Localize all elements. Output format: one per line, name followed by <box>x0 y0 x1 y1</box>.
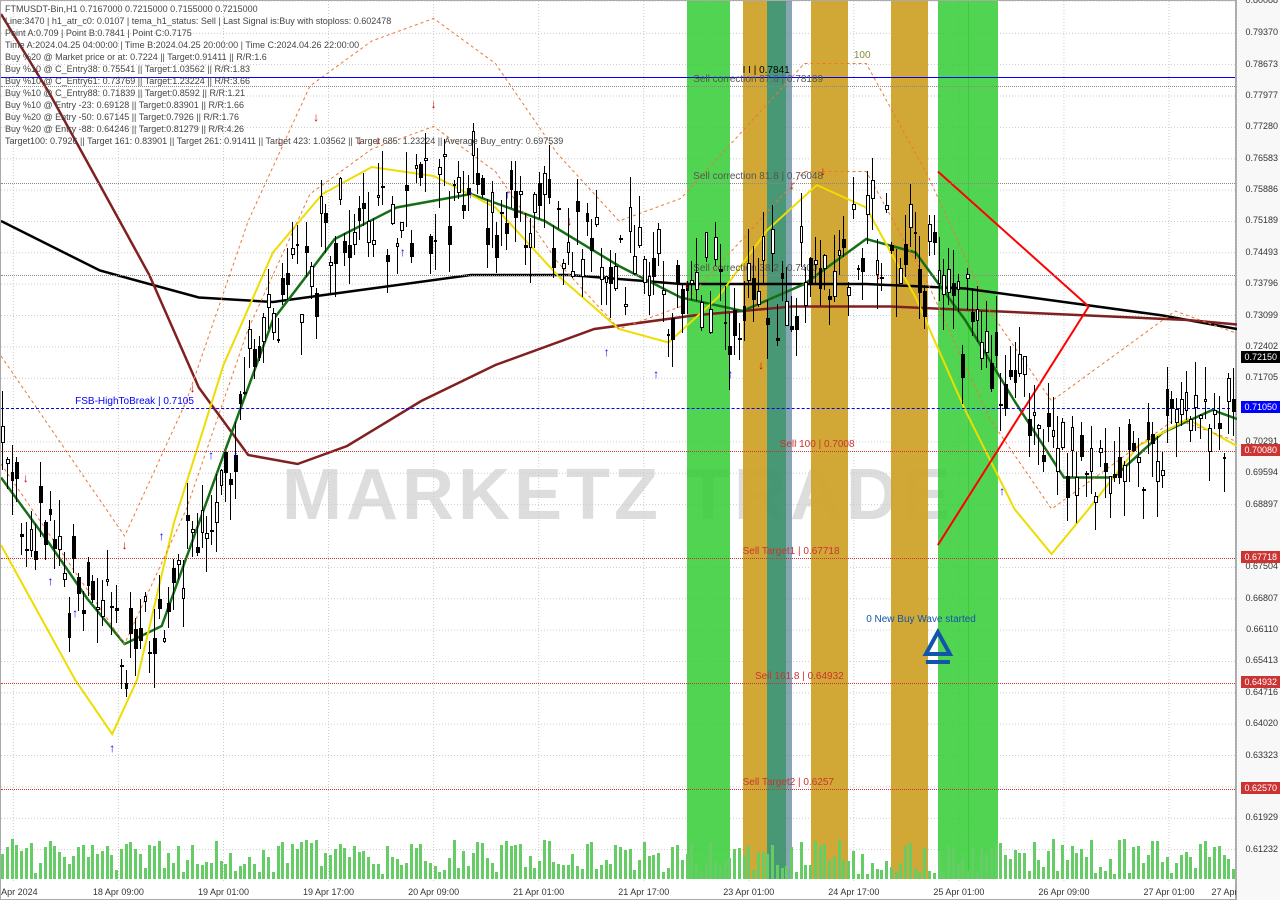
y-axis-tick: 0.64020 <box>1245 718 1278 728</box>
y-axis-tick: 0.79370 <box>1245 27 1278 37</box>
y-axis-tick: 0.66807 <box>1245 593 1278 603</box>
y-axis-tick: 0.75189 <box>1245 215 1278 225</box>
info-text-line: Line:3470 | h1_atr_c0: 0.0107 | tema_h1_… <box>5 15 563 27</box>
buy-arrow-icon: ↑ <box>233 448 239 462</box>
sell-arrow-icon: ↓ <box>820 164 826 178</box>
info-text-line: Target100: 0.7926 || Target 161: 0.83901… <box>5 135 563 147</box>
y-axis-tick: 0.66110 <box>1246 624 1278 634</box>
y-axis-tick: 0.78673 <box>1245 59 1278 69</box>
info-text-line: Point A:0.709 | Point B:0.7841 | Point C… <box>5 27 563 39</box>
buy-arrow-icon: ↑ <box>47 574 53 588</box>
sell-arrow-icon: ↓ <box>876 268 882 282</box>
buy-arrow-icon: ↑ <box>159 529 165 543</box>
y-axis-tick: 0.80088 <box>1245 0 1278 5</box>
y-axis-tick: 0.73796 <box>1245 278 1278 288</box>
y-axis-tick: 0.72402 <box>1245 341 1278 351</box>
buy-arrow-icon: ↑ <box>653 367 659 381</box>
info-text-line: Buy %10 @ Entry -23: 0.69128 || Target:0… <box>5 99 563 111</box>
price-tag: 0.62570 <box>1241 782 1280 794</box>
price-tag: 0.71050 <box>1241 401 1280 413</box>
info-text-line: Buy %20 @ Market price or at: 0.7224 || … <box>5 51 563 63</box>
y-axis-tick: 0.64716 <box>1245 687 1278 697</box>
info-text-line: Time A:2024.04.25 04:00:00 | Time B:2024… <box>5 39 563 51</box>
buy-arrow-icon: ↑ <box>208 448 214 462</box>
price-tag: 0.70080 <box>1241 444 1280 456</box>
buy-arrow-icon: ↑ <box>400 245 406 259</box>
y-axis-tick: 0.61232 <box>1245 844 1278 854</box>
y-axis-tick: 0.65413 <box>1245 655 1278 665</box>
y-axis-tick: 0.74493 <box>1245 247 1278 257</box>
buy-arrow-icon: ↑ <box>727 367 733 381</box>
sell-arrow-icon: ↓ <box>758 358 764 372</box>
symbol-ohlc-line: FTMUSDT-Bin,H1 0.7167000 0.7215000 0.715… <box>5 3 563 15</box>
sell-arrow-icon: ↓ <box>23 471 29 485</box>
price-tag: 0.72150 <box>1241 351 1280 363</box>
y-axis-tick: 0.75886 <box>1245 184 1278 194</box>
info-text-line: Buy %20 @ Entry -88: 0.64246 || Target:0… <box>5 123 563 135</box>
sell-arrow-icon: ↓ <box>789 178 795 192</box>
y-axis-tick: 0.63323 <box>1245 750 1278 760</box>
y-axis-tick: 0.73099 <box>1245 310 1278 320</box>
info-text-line: Buy %10 @ C_Entry61: 0.73769 || Target:1… <box>5 75 563 87</box>
info-text-line: Buy %20 @ Entry -50: 0.67145 || Target:0… <box>5 111 563 123</box>
y-axis-tick: 0.76583 <box>1245 153 1278 163</box>
y-axis-tick: 0.71705 <box>1245 372 1278 382</box>
y-axis-tick: 0.67504 <box>1245 561 1278 571</box>
price-tag: 0.64932 <box>1241 676 1280 688</box>
info-text-line: Buy %10 @ C_Entry38: 0.75541 || Target:1… <box>5 63 563 75</box>
info-text-block: FTMUSDT-Bin,H1 0.7167000 0.7215000 0.715… <box>5 3 563 147</box>
chart-container[interactable]: MARKETZ TRADE I I | 0.7841Sell correctio… <box>0 0 1236 900</box>
sell-arrow-icon: ↓ <box>567 214 573 228</box>
sell-arrow-icon: ↓ <box>190 381 196 395</box>
y-axis: 0.80088 0.79370 0.78673 0.77977 0.77280 0.765… <box>1236 0 1280 900</box>
y-axis-tick: 0.61929 <box>1245 812 1278 822</box>
buy-arrow-icon: ↑ <box>999 484 1005 498</box>
buy-arrow-icon: ↑ <box>604 345 610 359</box>
info-text-line: Buy %10 @ C_Entry88: 0.71839 || Target:0… <box>5 87 563 99</box>
y-axis-tick: 0.69594 <box>1245 467 1278 477</box>
sell-arrow-icon: ↓ <box>122 538 128 552</box>
buy-arrow-icon: ↑ <box>72 606 78 620</box>
y-axis-tick: 0.77280 <box>1245 121 1278 131</box>
y-axis-tick: 0.68897 <box>1245 499 1278 509</box>
buy-arrow-icon: ↑ <box>505 187 511 201</box>
price-tag: 0.67718 <box>1241 551 1280 563</box>
buy-arrow-icon: ↑ <box>468 187 474 201</box>
y-axis-tick: 0.77977 <box>1245 90 1278 100</box>
sell-arrow-icon: ↓ <box>684 277 690 291</box>
buy-arrow-icon: ↑ <box>109 741 115 755</box>
